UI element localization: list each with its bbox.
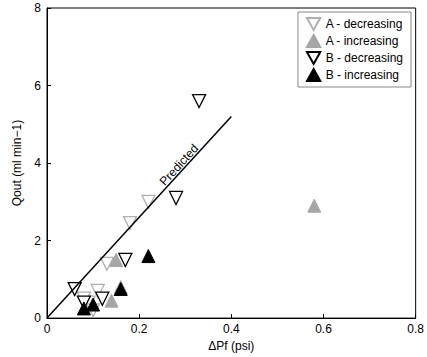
svg-text:ΔPf (psi): ΔPf (psi) — [208, 339, 254, 353]
svg-text:6: 6 — [34, 79, 41, 93]
svg-text:0.8: 0.8 — [407, 322, 424, 336]
svg-text:4: 4 — [34, 156, 41, 170]
svg-text:0: 0 — [44, 322, 51, 336]
svg-text:8: 8 — [34, 1, 41, 15]
svg-text:0.4: 0.4 — [223, 322, 240, 336]
svg-text:2: 2 — [34, 234, 41, 248]
svg-text:Qout (ml min−1): Qout (ml min−1) — [10, 120, 24, 206]
svg-text:B - decreasing: B - decreasing — [326, 51, 403, 65]
svg-text:B - increasing: B - increasing — [326, 68, 399, 82]
svg-text:Predicted: Predicted — [157, 141, 202, 188]
svg-text:0.2: 0.2 — [131, 322, 148, 336]
svg-text:A - decreasing: A - decreasing — [326, 17, 403, 31]
svg-text:0: 0 — [34, 311, 41, 325]
svg-text:A - increasing: A - increasing — [326, 34, 399, 48]
svg-text:0.6: 0.6 — [315, 322, 332, 336]
